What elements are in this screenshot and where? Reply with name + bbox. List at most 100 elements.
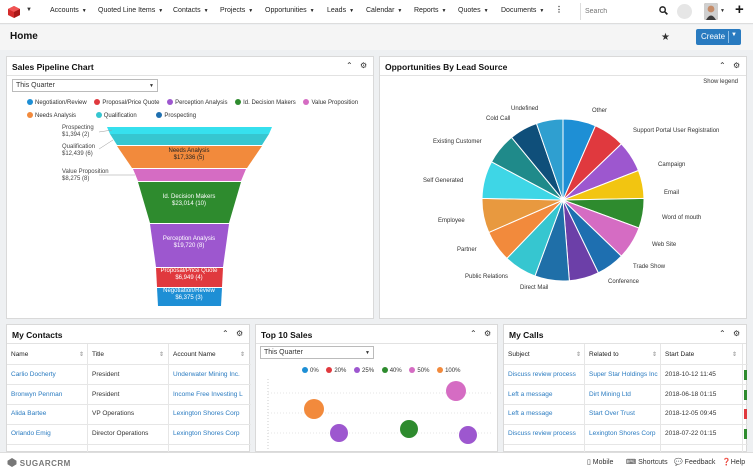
legend-item[interactable]: 0%	[302, 367, 319, 374]
settings-gear-icon[interactable]: ⚙	[360, 61, 368, 70]
legend-item[interactable]: 50%	[409, 367, 429, 374]
create-button[interactable]: Create ▼	[696, 29, 741, 45]
nav-accounts[interactable]: Accounts ▼	[50, 7, 87, 14]
sort-icon[interactable]: ⇕	[79, 352, 85, 358]
column-divider	[660, 344, 661, 452]
feedback-link[interactable]: 💬 Feedback	[674, 459, 716, 466]
related-to-link[interactable]: Super Star Holdings Inc	[589, 371, 658, 378]
nav-reports[interactable]: Reports ▼	[414, 7, 447, 14]
quick-create-plus-icon[interactable]: +	[735, 1, 744, 18]
sort-icon[interactable]: ⇕	[652, 352, 658, 358]
show-legend-link[interactable]: Show legend	[703, 79, 738, 85]
nav-quotes[interactable]: Quotes ▼	[458, 7, 489, 14]
related-to-link[interactable]: Start Over Trust	[589, 410, 635, 417]
collapse-chevron-up-icon[interactable]: ⌃	[470, 329, 477, 338]
mobile-link[interactable]: ▯ Mobile	[587, 459, 614, 466]
sugarcrm-logo[interactable]: SUGARCRM	[7, 458, 71, 468]
column-header-related-to[interactable]: Related to	[589, 351, 619, 358]
legend-item[interactable]: Qualification	[95, 112, 137, 119]
pie-label: Web Site	[652, 242, 677, 248]
settings-gear-icon[interactable]: ⚙	[733, 61, 741, 70]
sort-icon[interactable]: ⇕	[576, 352, 582, 358]
settings-gear-icon[interactable]: ⚙	[484, 329, 492, 338]
legend-item[interactable]: 20%	[326, 367, 346, 374]
sales-pipeline-dashlet: Sales Pipeline Chart ⌃ ⚙ This Quarter ▼ …	[6, 56, 374, 319]
footer: SUGARCRM ▯ Mobile ⌨ Shortcuts 💬 Feedback…	[0, 452, 753, 471]
nav-opportunities[interactable]: Opportunities ▼	[265, 7, 315, 14]
account-name-link[interactable]: Underwater Mining Inc.	[173, 371, 240, 378]
search-input[interactable]	[585, 4, 655, 19]
contact-title: VP Operations	[92, 410, 135, 417]
legend-item[interactable]: Proposal/Price Quote	[94, 99, 159, 106]
account-name-link[interactable]: Lexington Shores Corp	[173, 430, 240, 437]
nav-projects[interactable]: Projects ▼	[220, 7, 254, 14]
call-subject-link[interactable]: Left a message	[508, 391, 553, 398]
legend-item[interactable]: Negotiation/Review	[27, 99, 87, 106]
legend-item[interactable]: Needs Analysis	[27, 112, 76, 119]
search-icon[interactable]	[659, 6, 668, 17]
favorite-star-icon[interactable]: ★	[661, 32, 670, 43]
contact-name-link[interactable]: Carlio Docherty	[11, 371, 56, 378]
contact-name-link[interactable]: Bronwyn Penman	[11, 391, 63, 398]
nav-contacts[interactable]: Contacts ▼	[173, 7, 209, 14]
contact-title: President	[92, 371, 120, 378]
collapse-chevron-up-icon[interactable]: ⌃	[222, 329, 229, 338]
legend-item[interactable]: Id. Decision Makers	[235, 99, 296, 106]
column-header-start-date[interactable]: Start Date	[665, 351, 695, 358]
column-header-title[interactable]: Title	[92, 351, 105, 358]
legend-item[interactable]: Perception Analysis	[167, 99, 227, 106]
page-title: Home	[10, 31, 38, 42]
time-filter-select[interactable]: This Quarter ▼	[12, 79, 158, 92]
related-to-link[interactable]: Dirt Mining Ltd	[589, 391, 631, 398]
collapse-chevron-up-icon[interactable]: ⌃	[719, 61, 726, 70]
column-header-subject[interactable]: Subject	[508, 351, 530, 358]
select-chevron-down-icon: ▼	[149, 83, 154, 89]
column-divider	[87, 344, 88, 452]
help-link[interactable]: ❓Help	[722, 459, 746, 466]
funnel-segment-proposal-price-quote	[156, 268, 223, 287]
create-dropdown-chevron-icon[interactable]: ▼	[731, 32, 737, 38]
bubble	[459, 426, 477, 444]
nav-calendar[interactable]: Calendar ▼	[366, 7, 403, 14]
legend-item[interactable]: 100%	[437, 367, 460, 374]
sort-icon[interactable]: ⇕	[159, 352, 165, 358]
legend-item[interactable]: Value Proposition	[303, 99, 358, 106]
nav-documents[interactable]: Documents ▼	[501, 7, 545, 14]
time-filter-select[interactable]: This Quarter ▼	[260, 346, 374, 359]
legend-item[interactable]: 40%	[381, 367, 402, 374]
collapse-chevron-up-icon[interactable]: ⌃	[719, 329, 726, 338]
shortcuts-link[interactable]: ⌨ Shortcuts	[626, 459, 668, 466]
call-subject-link[interactable]: Discuss review process	[508, 430, 576, 437]
user-menu-chevron-icon[interactable]: ▼	[720, 8, 725, 14]
dashlet-title: Sales Pipeline Chart	[12, 62, 94, 72]
settings-gear-icon[interactable]: ⚙	[236, 329, 244, 338]
select-chevron-down-icon: ▼	[365, 350, 370, 356]
contact-name-link[interactable]: Alida Bartee	[11, 410, 47, 417]
column-header-name[interactable]: Name	[11, 351, 29, 358]
sugar-cube-icon[interactable]	[7, 5, 21, 21]
related-to-link[interactable]: Lexington Shores Corp	[589, 430, 656, 437]
more-menu-icon[interactable]: ⋮	[555, 5, 563, 14]
account-name-link[interactable]: Lexington Shores Corp	[173, 410, 240, 417]
nav-leads[interactable]: Leads ▼	[327, 7, 355, 14]
call-start-date: 2018-12-05 09:45	[665, 410, 717, 417]
contact-name-link[interactable]: Orlando Emig	[11, 430, 51, 437]
collapse-chevron-up-icon[interactable]: ⌃	[346, 61, 353, 70]
legend-item[interactable]: Prospecting	[156, 112, 196, 119]
call-subject-link[interactable]: Left a message	[508, 410, 553, 417]
sort-icon[interactable]: ⇕	[732, 352, 738, 358]
column-header-account-name[interactable]: Account Name	[173, 351, 216, 358]
logo-menu-chevron-icon[interactable]: ▼	[26, 7, 32, 13]
user-avatar[interactable]	[704, 3, 718, 20]
row-divider	[7, 444, 251, 445]
notifications-icon[interactable]	[677, 4, 692, 19]
sort-icon[interactable]: ⇕	[240, 352, 246, 358]
account-name-link[interactable]: Income Free Investing L	[173, 391, 243, 398]
call-subject-link[interactable]: Discuss review process	[508, 371, 576, 378]
legend-item[interactable]: 25%	[354, 367, 374, 374]
top-10-sales-dashlet: Top 10 Sales ⌃ ⚙ This Quarter ▼ 0% 20% 2…	[255, 324, 498, 452]
bubble	[400, 420, 418, 438]
pie-label: Public Relations	[465, 274, 509, 280]
nav-quoted-line-items[interactable]: Quoted Line Items ▼	[98, 7, 164, 14]
settings-gear-icon[interactable]: ⚙	[733, 329, 741, 338]
